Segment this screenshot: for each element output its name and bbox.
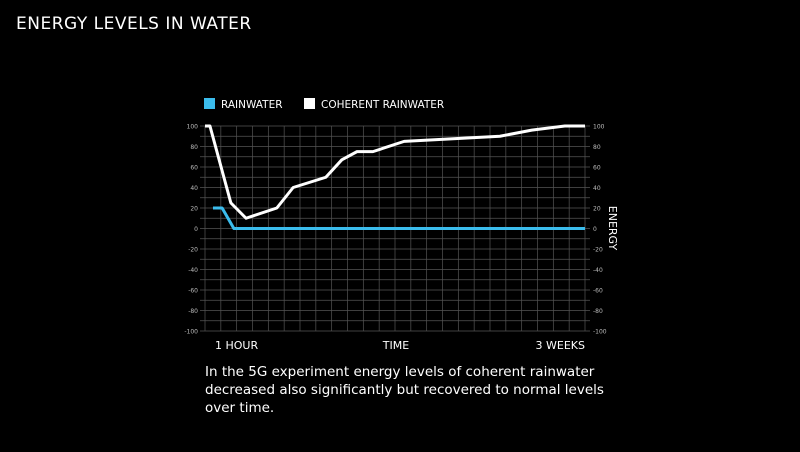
y-tick-label-right: -60	[593, 288, 603, 295]
y-tick-label-right: 0	[593, 226, 597, 233]
y-axis-ticks: 100 100 80 80 60 60 40 40 20 20 0 0 -20 -20 -40 -40 -60 -…	[184, 124, 606, 336]
y-tick-label-left: -80	[188, 308, 198, 315]
y-tick-label-right: 20	[593, 206, 601, 213]
y-tick-label-right: -80	[593, 308, 603, 315]
y-tick-label-right: -100	[593, 329, 607, 336]
y-tick-label-left: -20	[188, 247, 198, 254]
legend-label: RAINWATER	[221, 99, 283, 111]
y-tick-label-right: 80	[593, 144, 601, 151]
series-lines	[205, 124, 585, 230]
y-tick-label-left: 40	[190, 185, 198, 192]
legend: RAINWATER COHERENT RAINWATER	[204, 98, 444, 111]
y-tick-label-left: -100	[184, 329, 198, 336]
x-axis-label: TIME	[382, 339, 409, 352]
series-line-rainwater	[212, 206, 585, 230]
y-tick-label-left: 80	[190, 144, 198, 151]
y-tick-label-right: 60	[593, 165, 601, 172]
y-axis-label: ENERGY	[606, 206, 619, 251]
y-tick-label-left: 100	[187, 124, 199, 131]
page-title: ENERGY LEVELS IN WATER	[16, 14, 252, 34]
x-tick-label-start: 1 HOUR	[215, 339, 258, 352]
y-tick-label-right: -40	[593, 267, 603, 274]
y-tick-label-right: 100	[593, 124, 605, 131]
y-tick-label-left: 60	[190, 165, 198, 172]
x-tick-label-end: 3 WEEKS	[536, 339, 585, 352]
y-tick-label-left: -60	[188, 288, 198, 295]
y-tick-label-left: -40	[188, 267, 198, 274]
legend-swatch	[204, 98, 215, 109]
legend-swatch	[304, 98, 315, 109]
y-tick-label-left: 0	[194, 226, 198, 233]
y-tick-label-right: -20	[593, 247, 603, 254]
series-line-coherent-rainwater	[205, 124, 585, 220]
legend-label: COHERENT RAINWATER	[321, 99, 444, 111]
caption: In the 5G experiment energy levels of co…	[205, 364, 604, 416]
y-tick-label-left: 20	[190, 206, 198, 213]
y-tick-label-right: 40	[593, 185, 601, 192]
